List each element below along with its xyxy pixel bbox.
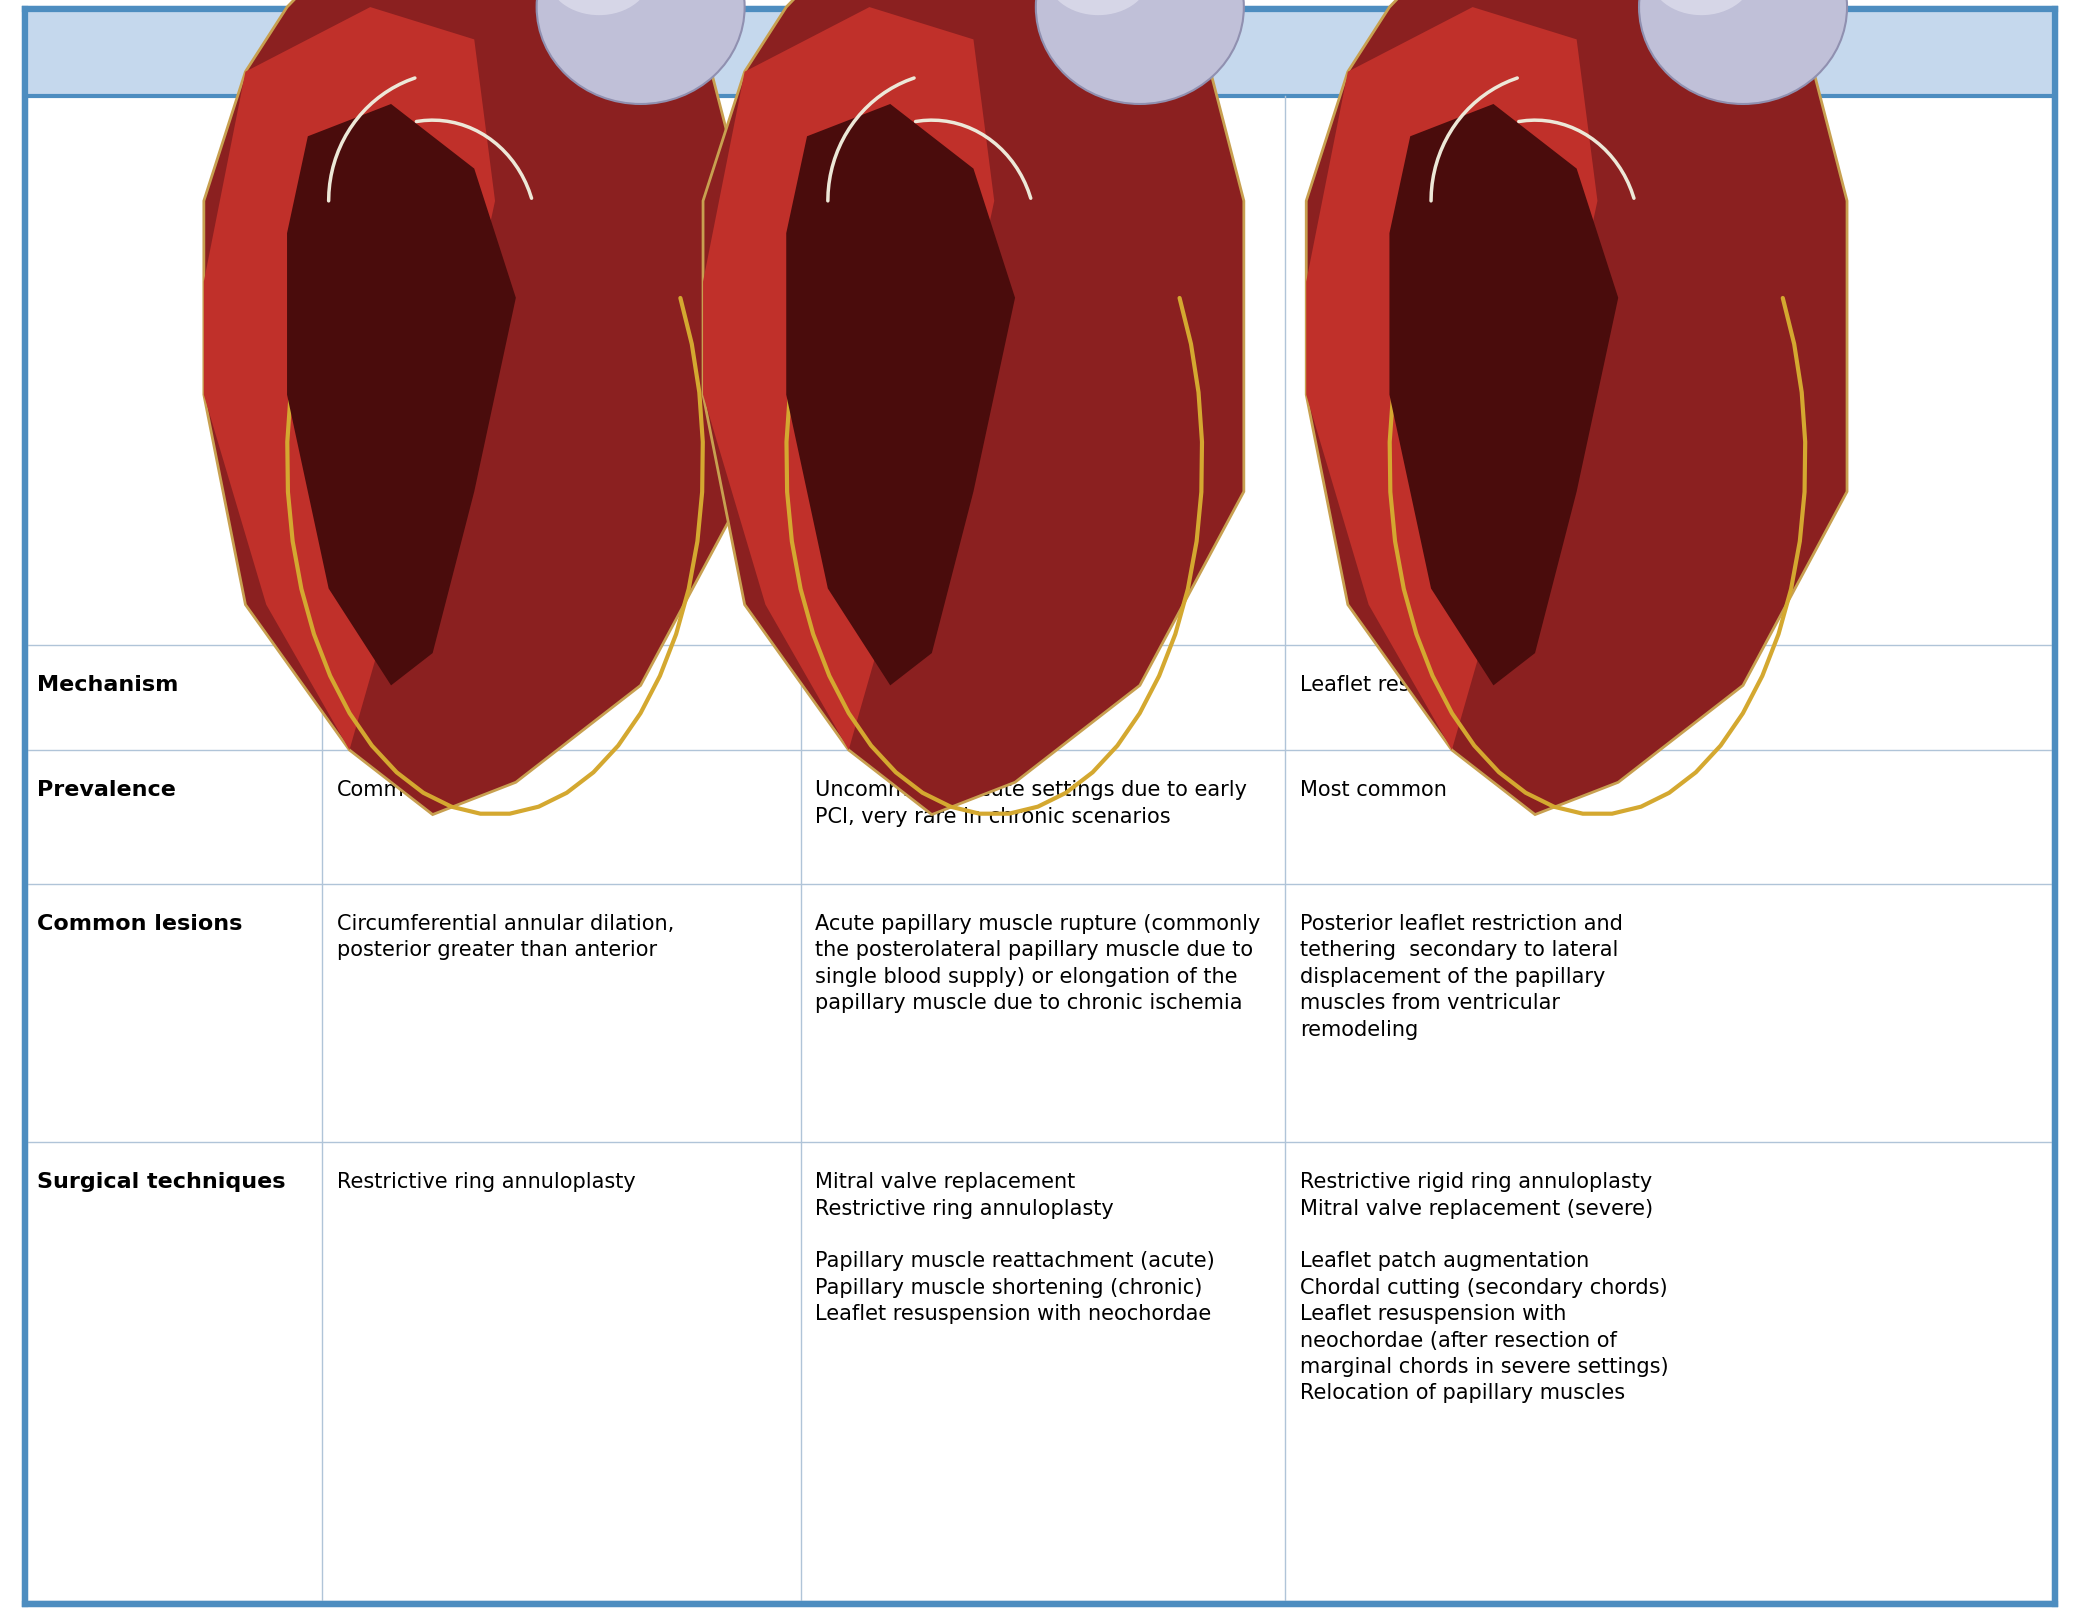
Text: Common: Common	[337, 780, 431, 801]
Text: Restrictive rigid ring annuloplasty
Mitral valve replacement (severe)

Leaflet p: Restrictive rigid ring annuloplasty Mitr…	[1300, 1172, 1668, 1403]
Ellipse shape	[1036, 0, 1244, 105]
Ellipse shape	[1649, 0, 1753, 16]
Polygon shape	[287, 105, 516, 686]
Text: Restrictive ring annuloplasty: Restrictive ring annuloplasty	[337, 1172, 636, 1191]
Text: Leaflet restriction in systole: Leaflet restriction in systole	[1300, 675, 1589, 694]
Ellipse shape	[1046, 0, 1150, 16]
Text: Acute papillary muscle rupture (commonly
the posterolateral papillary muscle due: Acute papillary muscle rupture (commonly…	[815, 914, 1260, 1012]
Text: Type IIIB: Type IIIB	[1604, 39, 1737, 68]
Polygon shape	[1306, 8, 1597, 751]
Text: Circumferential annular dilation,
posterior greater than anterior: Circumferential annular dilation, poster…	[337, 914, 674, 960]
Text: Type I: Type I	[516, 39, 607, 68]
Ellipse shape	[1639, 0, 1847, 105]
Polygon shape	[703, 0, 1244, 815]
Text: Mitral valve replacement
Restrictive ring annuloplasty

Papillary muscle reattac: Mitral valve replacement Restrictive rin…	[815, 1172, 1215, 1323]
Ellipse shape	[547, 0, 651, 16]
Text: Type II: Type II	[992, 39, 1094, 68]
Polygon shape	[204, 0, 745, 815]
Text: Mechanism: Mechanism	[37, 675, 179, 694]
Text: Leaflet prolapse: Leaflet prolapse	[815, 675, 984, 694]
Text: Posterior leaflet restriction and
tethering  secondary to lateral
displacement o: Posterior leaflet restriction and tether…	[1300, 914, 1622, 1039]
Text: Surgical techniques: Surgical techniques	[37, 1172, 285, 1191]
Polygon shape	[786, 105, 1015, 686]
Polygon shape	[204, 8, 495, 751]
Text: Common lesions: Common lesions	[37, 914, 243, 933]
Polygon shape	[1389, 105, 1618, 686]
Ellipse shape	[537, 0, 745, 105]
Polygon shape	[703, 8, 994, 751]
Text: Uncommon in acute settings due to early
PCI, very rare in chronic scenarios: Uncommon in acute settings due to early …	[815, 780, 1248, 826]
Polygon shape	[1306, 0, 1847, 815]
Text: Prevalence: Prevalence	[37, 780, 177, 801]
Text: Most common: Most common	[1300, 780, 1448, 801]
FancyBboxPatch shape	[25, 10, 2055, 1604]
FancyBboxPatch shape	[25, 10, 2055, 97]
Text: Annular dilation: Annular dilation	[337, 675, 501, 694]
